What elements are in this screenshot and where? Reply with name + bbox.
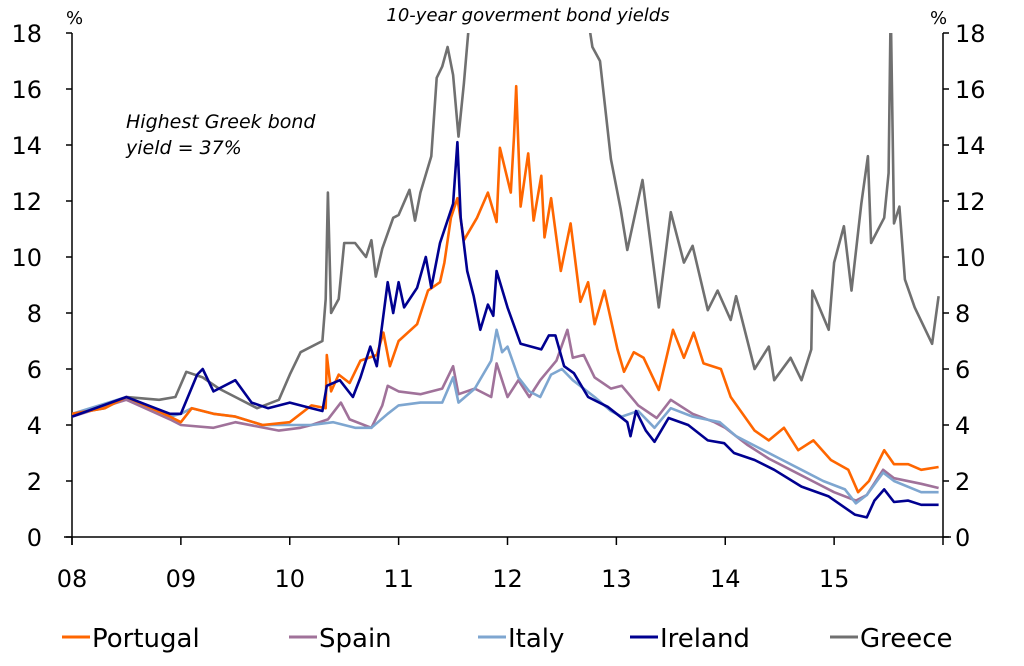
legend-label: Portugal bbox=[92, 624, 200, 654]
left-y-tick-label: 18 bbox=[11, 20, 42, 48]
left-y-tick-label: 4 bbox=[27, 412, 42, 440]
series-line-italy bbox=[72, 328, 939, 505]
left-y-tick-label: 10 bbox=[11, 244, 42, 272]
x-tick-label: 15 bbox=[819, 565, 850, 593]
series-lines bbox=[72, 33, 940, 519]
x-tick-label: 14 bbox=[710, 565, 741, 593]
series-line-portugal bbox=[72, 84, 939, 494]
right-y-tick-label: 2 bbox=[955, 468, 970, 496]
x-tick-label: 11 bbox=[383, 565, 414, 593]
right-y-tick-label: 14 bbox=[955, 132, 986, 160]
legend-item-portugal: Portugal bbox=[62, 624, 200, 654]
right-y-tick-label: 0 bbox=[955, 524, 970, 552]
legend-item-greece: Greece bbox=[830, 624, 953, 654]
right-y-tick-label: 8 bbox=[955, 300, 970, 328]
right-y-tick-label: 10 bbox=[955, 244, 986, 272]
series-line-greece bbox=[72, 33, 940, 416]
x-tick-label: 12 bbox=[492, 565, 523, 593]
left-axis-unit: % bbox=[66, 8, 83, 29]
x-tick-label: 10 bbox=[274, 565, 305, 593]
left-y-tick-label: 2 bbox=[27, 468, 42, 496]
left-y-tick-label: 0 bbox=[27, 524, 42, 552]
legend-item-spain: Spain bbox=[289, 624, 392, 654]
legend-label: Italy bbox=[508, 624, 564, 654]
legend-item-ireland: Ireland bbox=[630, 624, 750, 654]
series-line-ireland bbox=[72, 140, 939, 519]
legend-label: Greece bbox=[860, 624, 953, 654]
left-y-tick-label: 16 bbox=[11, 76, 42, 104]
left-y-tick-label: 14 bbox=[11, 132, 42, 160]
right-y-tick-label: 18 bbox=[955, 20, 986, 48]
right-y-tick-label: 6 bbox=[955, 356, 970, 384]
right-y-tick-label: 12 bbox=[955, 188, 986, 216]
x-tick-label: 09 bbox=[166, 565, 197, 593]
annotation-line2: yield = 37% bbox=[125, 137, 242, 159]
annotation-line1: Highest Greek bond bbox=[126, 111, 316, 133]
right-y-tick-label: 4 bbox=[955, 412, 970, 440]
legend: Portugal Spain Italy Ireland Greece bbox=[62, 624, 953, 654]
x-tick-label: 08 bbox=[57, 565, 88, 593]
left-y-tick-label: 12 bbox=[11, 188, 42, 216]
left-y-tick-label: 6 bbox=[27, 356, 42, 384]
legend-label: Ireland bbox=[660, 624, 750, 654]
right-y-tick-label: 16 bbox=[955, 76, 986, 104]
chart-title: 10-year goverment bond yields bbox=[386, 5, 669, 26]
x-tick-label: 13 bbox=[601, 565, 632, 593]
legend-label: Spain bbox=[319, 624, 392, 654]
left-y-tick-label: 8 bbox=[27, 300, 42, 328]
right-axis-unit: % bbox=[930, 8, 947, 29]
axes: 0 0 2 2 4 4 6 6 8 8 10 10 12 12 14 14 16 16 18 18 08 09 10 11 12… bbox=[11, 20, 985, 593]
legend-item-italy: Italy bbox=[478, 624, 564, 654]
